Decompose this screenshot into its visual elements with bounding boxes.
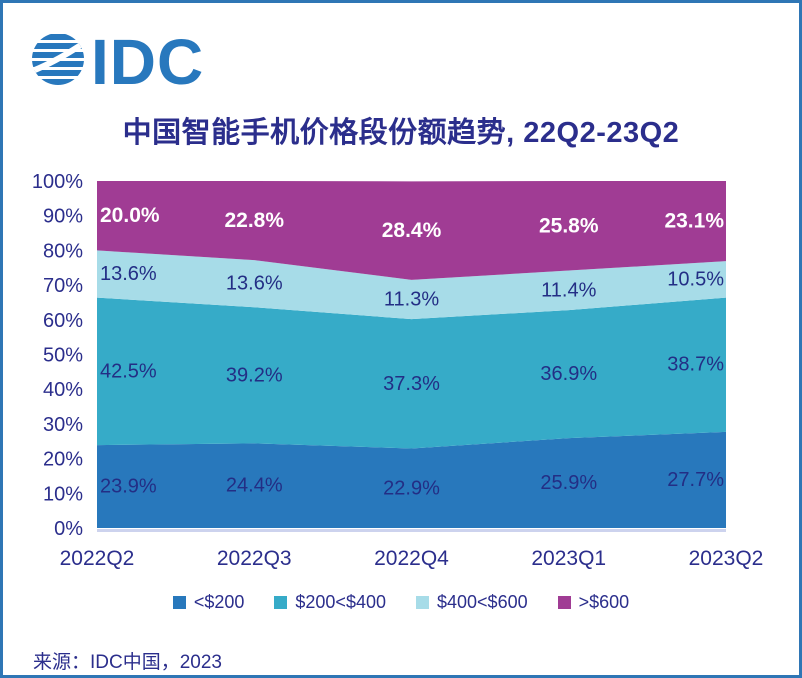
data-label: 24.4%	[226, 475, 283, 497]
area-band	[97, 431, 726, 528]
area-band	[97, 297, 726, 449]
data-label: 42.5%	[100, 360, 157, 382]
data-label: 11.3%	[384, 289, 439, 311]
y-tick-label: 90%	[43, 206, 83, 228]
y-tick-label: 30%	[43, 414, 83, 436]
chart-title: 中国智能手机价格段份额趋势, 22Q2-23Q2	[122, 117, 680, 149]
data-label: 23.1%	[664, 210, 724, 233]
x-tick-label: 2022Q3	[217, 547, 292, 570]
data-label: 22.8%	[224, 209, 284, 232]
x-tick-label: 2023Q2	[689, 547, 764, 570]
legend-swatch	[416, 596, 429, 609]
legend-item: $400<$600	[416, 592, 528, 613]
data-label: 28.4%	[382, 219, 442, 242]
area-band	[97, 250, 726, 320]
data-label: 23.9%	[100, 476, 157, 498]
legend-swatch	[557, 596, 571, 609]
legend-swatch	[274, 596, 288, 609]
legend-label: $400<$600	[437, 592, 528, 612]
x-tick-label: 2022Q4	[374, 547, 449, 570]
y-tick-label: 20%	[43, 449, 83, 471]
logo-text: IDC	[91, 26, 204, 91]
legend-item: >$600	[557, 592, 630, 613]
y-tick-label: 60%	[43, 310, 83, 332]
data-label: 39.2%	[226, 364, 283, 386]
data-label: 25.8%	[539, 214, 599, 237]
data-label: 13.6%	[226, 273, 283, 295]
legend-swatch	[172, 596, 186, 609]
y-tick-label: 50%	[43, 345, 83, 367]
legend-item: $200<$400	[274, 592, 386, 613]
legend-label: <$200	[193, 592, 245, 612]
data-label: 37.3%	[383, 373, 440, 395]
data-label: 20.0%	[100, 204, 160, 227]
y-tick-label: 80%	[43, 240, 83, 262]
globe-icon	[32, 34, 84, 85]
legend-item: <$200	[172, 592, 245, 613]
legend-label: $200<$400	[295, 592, 386, 612]
idc-logo: IDC	[32, 26, 204, 91]
data-label: 13.6%	[100, 263, 157, 285]
data-label: 10.5%	[667, 268, 724, 290]
data-label: 38.7%	[667, 354, 724, 376]
data-label: 11.4%	[541, 279, 596, 301]
area-band	[97, 181, 726, 280]
x-tick-label: 2022Q2	[60, 547, 135, 570]
y-tick-label: 40%	[43, 379, 83, 401]
source-text: 来源：IDC中国，2023	[33, 652, 222, 673]
stacked-area-chart: 0% 10% 20% 30% 40% 50% 60% 70% 80% 90% 100% 2022Q2 2…	[32, 171, 764, 570]
y-tick-label: 70%	[43, 275, 83, 297]
data-label: 22.9%	[383, 477, 440, 499]
x-tick-label: 2023Q1	[531, 547, 606, 570]
y-tick-label: 100%	[32, 171, 83, 193]
x-axis-line	[97, 529, 726, 532]
y-tick-label: 10%	[43, 483, 83, 505]
data-label: 25.9%	[540, 472, 597, 494]
data-label: 36.9%	[540, 363, 597, 385]
y-tick-label: 0%	[54, 518, 83, 540]
legend-label: >$600	[578, 592, 630, 612]
data-label: 27.7%	[667, 469, 724, 491]
legend: <$200 $200<$400 $400<$600 >$600	[3, 592, 799, 613]
